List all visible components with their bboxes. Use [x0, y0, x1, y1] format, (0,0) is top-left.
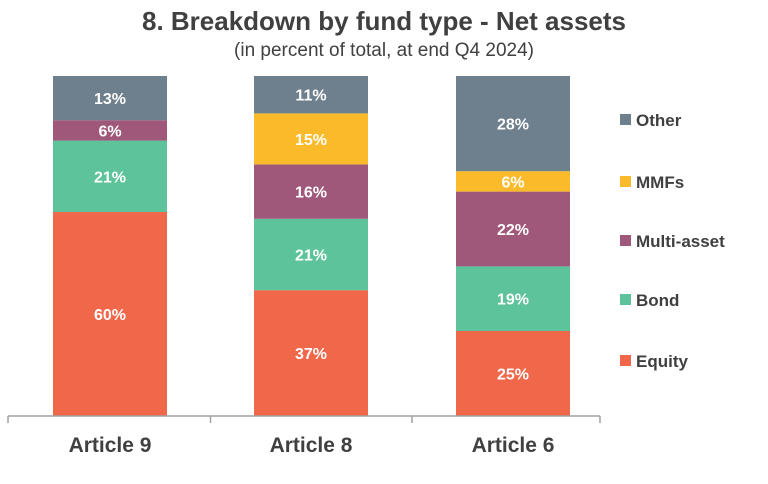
legend-swatch-equity: [620, 355, 631, 366]
x-tick-label-1: Article 9: [69, 434, 152, 457]
data-label-other-2: 11%: [295, 88, 326, 105]
data-label-multi-asset-3: 22%: [497, 222, 529, 239]
data-label-bond-1: 21%: [94, 169, 126, 186]
legend-label-other: Other: [636, 111, 682, 130]
bar-segment-bond-2: [254, 218, 368, 291]
data-label-multi-asset-1: 6%: [98, 123, 121, 140]
legend-swatch-mmfs: [620, 176, 631, 187]
legend-label-mmfs: MMFs: [636, 173, 684, 192]
bar-segment-mmfs-3: [456, 171, 570, 192]
bar-segment-multi-asset-1: [53, 120, 167, 141]
bar-segment-multi-asset-2: [254, 164, 368, 219]
data-label-other-3: 28%: [497, 117, 529, 134]
legend-label-equity: Equity: [636, 352, 688, 371]
data-label-mmfs-3: 6%: [501, 174, 524, 191]
data-label-mmfs-2: 15%: [295, 132, 327, 149]
data-label-equity-2: 37%: [295, 346, 327, 363]
bar-segment-bond-1: [53, 140, 167, 212]
bar-segment-multi-asset-3: [456, 191, 570, 267]
bar-segment-other-1: [53, 76, 167, 121]
bar-segment-equity-1: [53, 212, 167, 416]
bar-segment-other-2: [254, 76, 368, 114]
legend-swatch-other: [620, 114, 631, 125]
legend-swatch-bond: [620, 294, 631, 305]
data-label-multi-asset-2: 16%: [295, 185, 327, 202]
x-tick-label-2: Article 8: [270, 434, 353, 457]
legend-label-multi-asset: Multi-asset: [636, 232, 725, 251]
legend-swatch-multi-asset: [620, 235, 631, 246]
data-label-bond-2: 21%: [295, 248, 327, 265]
data-label-bond-3: 19%: [497, 292, 529, 309]
data-label-other-1: 13%: [94, 91, 126, 108]
chart-title: 8. Breakdown by fund type - Net assets: [141, 6, 626, 36]
bar-segment-mmfs-2: [254, 113, 368, 165]
data-label-equity-3: 25%: [497, 367, 529, 384]
bar-segment-equity-2: [254, 290, 368, 416]
data-label-equity-1: 60%: [94, 307, 126, 324]
legend-label-bond: Bond: [636, 291, 679, 310]
bar-segment-equity-3: [456, 331, 570, 416]
bar-segment-other-3: [456, 76, 570, 172]
x-tick-label-3: Article 6: [472, 434, 555, 457]
chart-subtitle: (in percent of total, at end Q4 2024): [234, 40, 534, 61]
bar-segment-bond-3: [456, 266, 570, 331]
